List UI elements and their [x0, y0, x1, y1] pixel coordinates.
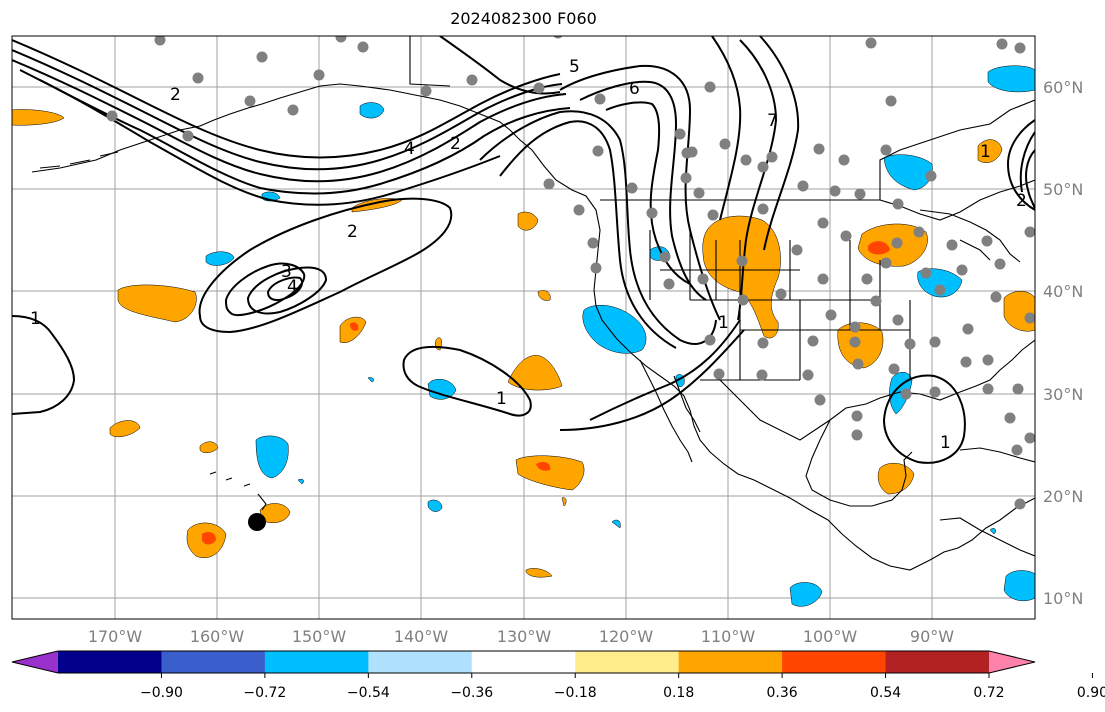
contour-labels: 1 2 3 4 4 2 2 5 6 7 1 1 1 1 2 [30, 57, 1027, 453]
colorbar-segment [678, 651, 783, 673]
lon-label: 170°W [88, 627, 143, 646]
black-marker [248, 513, 266, 531]
contour-label: 5 [569, 57, 580, 77]
colorbar-tick-label: −0.90 [140, 685, 183, 701]
colorbar-extend-high [989, 651, 1035, 673]
lon-labels: 170°W 160°W 150°W 140°W 130°W 120°W 110°… [88, 627, 954, 646]
lon-label: 130°W [497, 627, 552, 646]
contour-label: 7 [767, 111, 778, 131]
colorbar-tick-label: −0.18 [554, 685, 597, 701]
colorbar-segment [264, 651, 369, 673]
lon-label: 90°W [910, 627, 954, 646]
colorbar-segment [368, 651, 473, 673]
lon-label: 120°W [599, 627, 654, 646]
colorbar-tick-label: −0.36 [450, 685, 493, 701]
colorbar-tick-label: 0.72 [973, 685, 1004, 701]
lat-label: 10°N [1043, 589, 1083, 608]
contour-label: 2 [450, 134, 461, 154]
colorbar-tick-label: −0.72 [243, 685, 286, 701]
map-frame [11, 35, 1036, 620]
height-contours [12, 36, 1035, 464]
lat-label: 60°N [1043, 78, 1083, 97]
contour-label: 1 [30, 309, 41, 329]
strong-positive-anomaly-areas [202, 241, 890, 545]
colorbar-extend-low [12, 651, 58, 673]
colorbar-segment [471, 651, 576, 673]
contour-label: 3 [281, 262, 292, 282]
colorbar-segment [58, 651, 162, 673]
colorbar: −0.90 −0.72 −0.54 −0.36 −0.18 0.18 0.36 0.54 0.7… [11, 650, 1105, 701]
colorbar-segment [782, 651, 887, 673]
lat-label: 20°N [1043, 487, 1083, 506]
colorbar-outline [11, 650, 1036, 674]
lat-label: 30°N [1043, 385, 1083, 404]
contour-label: 2 [347, 222, 358, 242]
contour-label: 1 [496, 389, 507, 409]
contour-label: 1 [980, 142, 991, 162]
lat-label: 50°N [1043, 180, 1083, 199]
lon-label: 150°W [292, 627, 347, 646]
map-title: 2024082300 F060 [450, 9, 597, 28]
contour-label: 4 [404, 139, 415, 159]
contour-label: 1 [718, 313, 729, 333]
lat-labels: 60°N 50°N 40°N 30°N 20°N 10°N [1043, 78, 1083, 608]
colorbar-tick-label: 0.36 [767, 685, 798, 701]
lat-label: 40°N [1043, 282, 1083, 301]
colorbar-segment [885, 651, 990, 673]
contour-label: 6 [629, 79, 640, 99]
colorbar-tick-label: 0.18 [663, 685, 694, 701]
contour-label: 2 [1016, 191, 1027, 211]
lon-label: 110°W [701, 627, 756, 646]
colorbar-tick-label: −0.54 [347, 685, 390, 701]
contour-label: 4 [287, 277, 298, 297]
lon-label: 160°W [190, 627, 245, 646]
coastlines [31, 36, 1035, 571]
contour-label: 1 [940, 433, 951, 453]
colorbar-segment [575, 651, 680, 673]
lon-label: 140°W [394, 627, 449, 646]
colorbar-tick-label: 0.90 [1077, 685, 1105, 701]
colorbar-tick-label: 0.54 [870, 685, 901, 701]
lon-label: 100°W [803, 627, 858, 646]
contour-label: 2 [170, 85, 181, 105]
colorbar-segment [161, 651, 266, 673]
station-dots [106, 36, 1035, 510]
